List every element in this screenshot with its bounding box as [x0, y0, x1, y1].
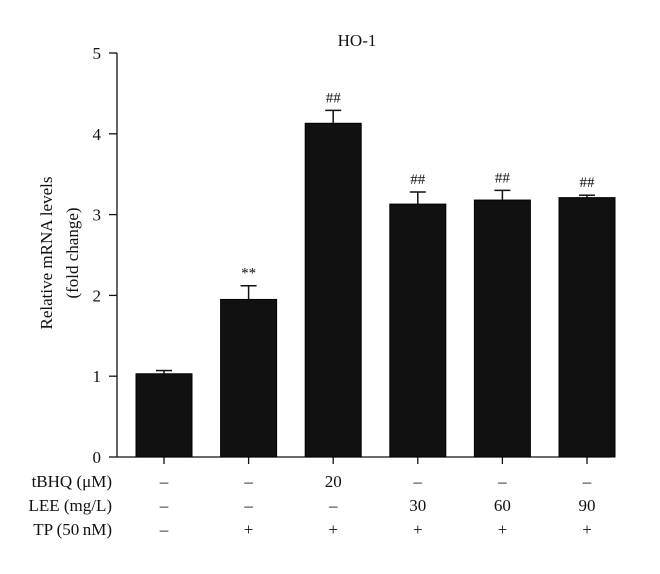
- treatment-cell: +: [498, 520, 508, 539]
- y-tick-label: 4: [93, 125, 102, 144]
- y-tick-label: 3: [93, 206, 102, 225]
- significance-label: ##: [580, 175, 596, 191]
- treatment-cell: 60: [494, 496, 511, 515]
- treatment-cell: –: [159, 520, 169, 539]
- significance-label: ##: [495, 170, 511, 186]
- bar: [220, 298, 278, 458]
- treatment-cell: –: [159, 496, 169, 515]
- treatment-cell: –: [413, 472, 423, 491]
- y-axis-label-line-1: Relative mRNA levels: [37, 177, 56, 330]
- significance-label: **: [241, 266, 256, 282]
- plot-area: 0 1 2 3 4 5 ** ## ## ## ## tBHQ (μM) – – 20 – – – LEE (mg/…: [28, 44, 616, 539]
- y-tick-label: 1: [93, 367, 102, 386]
- y-axis-label-line-2: (fold change): [63, 207, 82, 298]
- treatment-cell: –: [582, 472, 592, 491]
- bar: [304, 122, 362, 458]
- treatment-row-label: LEE (mg/L): [28, 496, 112, 515]
- treatment-cell: –: [159, 472, 169, 491]
- bar: [135, 373, 193, 458]
- treatment-cell: +: [328, 520, 338, 539]
- significance-label: ##: [326, 90, 342, 106]
- bar: [389, 203, 447, 458]
- y-tick-label: 0: [93, 448, 102, 467]
- treatment-cell: –: [328, 496, 338, 515]
- treatment-cell: 30: [409, 496, 426, 515]
- treatment-cell: –: [497, 472, 507, 491]
- treatment-cell: +: [413, 520, 423, 539]
- treatment-row-label: tBHQ (μM): [32, 472, 112, 491]
- treatment-cell: +: [244, 520, 254, 539]
- y-tick-label: 2: [93, 286, 102, 305]
- treatment-cell: –: [243, 472, 253, 491]
- treatment-cell: +: [582, 520, 592, 539]
- bar: [473, 199, 531, 458]
- y-tick-label: 5: [93, 44, 102, 63]
- chart-title: HO-1: [338, 31, 377, 50]
- y-axis-label: Relative mRNA levels (fold change): [37, 177, 82, 330]
- treatment-row-label: TP (50 nM): [33, 520, 112, 539]
- treatment-cell: 20: [325, 472, 342, 491]
- significance-label: ##: [410, 172, 426, 188]
- treatment-cell: 90: [579, 496, 596, 515]
- treatment-cell: –: [243, 496, 253, 515]
- bar: [558, 197, 616, 458]
